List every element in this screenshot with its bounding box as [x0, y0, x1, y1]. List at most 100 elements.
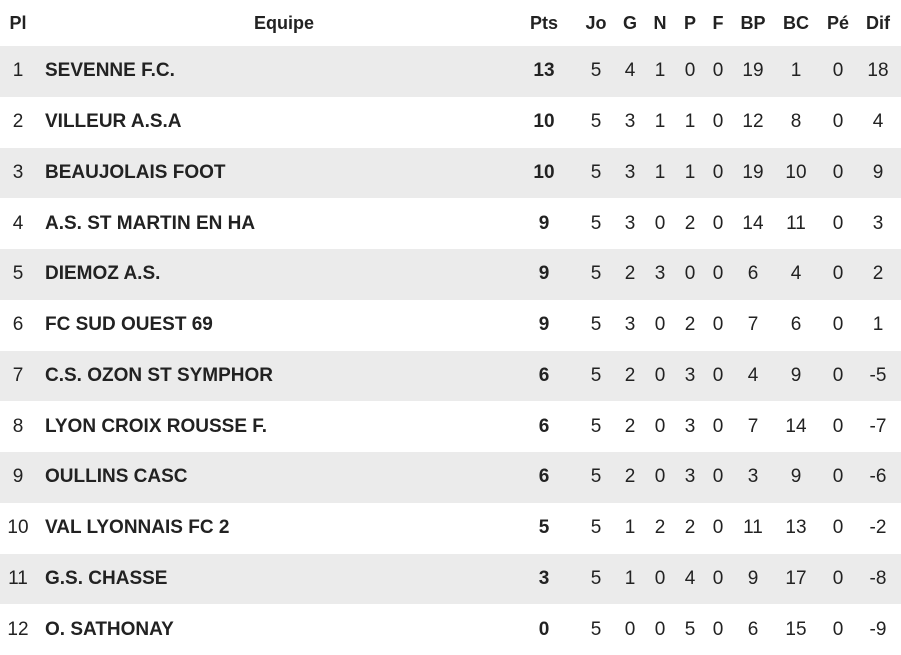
- stat-cell: 8: [790, 111, 802, 133]
- stat-cell: 9: [747, 567, 759, 589]
- team-row: 6 FC SUD OUEST 69 9 5 3 0 2 0 7 6 0 1: [0, 300, 901, 351]
- stat-cell: 4: [624, 60, 636, 82]
- stat-cell: 2: [624, 466, 636, 488]
- stat-cell: 10: [533, 111, 555, 133]
- stat-cell: 9: [538, 212, 550, 234]
- stat-cell: 0: [654, 415, 666, 437]
- stat-cell: 5: [12, 263, 24, 285]
- column-header: P: [683, 12, 696, 33]
- stat-cell: 9: [538, 314, 550, 336]
- stat-cell: 4: [872, 111, 884, 133]
- stat-cell: 0: [832, 618, 844, 640]
- team-name: BEAUJOLAIS FOOT: [45, 161, 226, 183]
- stat-cell: 11: [786, 212, 806, 234]
- stat-cell: 0: [712, 263, 724, 285]
- stat-cell: 2: [624, 263, 636, 285]
- stat-cell: 1: [12, 60, 24, 82]
- stat-cell: 2: [624, 364, 636, 386]
- stat-cell: 0: [832, 60, 844, 82]
- column-header: Pl: [9, 12, 27, 33]
- team-name: G.S. CHASSE: [45, 567, 168, 589]
- column-header: Equipe: [253, 12, 314, 33]
- stat-cell: 5: [590, 364, 602, 386]
- stat-cell: 2: [684, 314, 696, 336]
- stat-cell: 2: [624, 415, 636, 437]
- stat-cell: 5: [590, 60, 602, 82]
- stat-cell: -2: [869, 517, 887, 539]
- team-row: 1 SEVENNE F.C. 13 5 4 1 0 0 19 1 0 18: [0, 46, 901, 97]
- stat-cell: 0: [654, 212, 666, 234]
- stat-cell: 3: [684, 364, 696, 386]
- stat-cell: 8: [12, 415, 24, 437]
- team-row: 10 VAL LYONNAIS FC 2 5 5 1 2 2 0 11 13 0 -2: [0, 503, 901, 554]
- team-row: 3 BEAUJOLAIS FOOT 10 5 3 1 1 0 19 10 0 9: [0, 147, 901, 199]
- stat-cell: 0: [832, 212, 844, 234]
- stat-cell: -5: [869, 364, 887, 386]
- stat-cell: 0: [832, 567, 844, 589]
- column-header: Pts: [529, 12, 558, 33]
- stat-cell: 0: [712, 415, 724, 437]
- team-row: 9 OULLINS CASC 6 5 2 0 3 0 3 9 0 -6: [0, 452, 901, 503]
- team-name: O. SATHONAY: [45, 618, 174, 640]
- team-row: 12 O. SATHONAY 0 5 0 0 5 0 6 15 0 -9: [0, 604, 901, 655]
- stat-cell: 2: [684, 517, 696, 539]
- stat-cell: 5: [590, 415, 602, 437]
- stat-cell: 3: [538, 567, 550, 589]
- stat-cell: 12: [742, 111, 764, 133]
- stat-cell: 6: [790, 314, 802, 336]
- stat-cell: 1: [684, 111, 696, 133]
- stat-cell: -9: [869, 618, 887, 640]
- team-row: 5 DIEMOZ A.S. 9 5 2 3 0 0 6 4 0 2: [0, 249, 901, 300]
- stat-cell: 6: [538, 466, 550, 488]
- stat-cell: 11: [8, 567, 28, 589]
- stat-cell: 3: [12, 161, 24, 183]
- stat-cell: 3: [624, 314, 636, 336]
- team-row: 4 A.S. ST MARTIN EN HA 9 5 3 0 2 0 14 11 0 3: [0, 198, 901, 249]
- stat-cell: 0: [832, 161, 844, 183]
- stat-cell: 13: [785, 517, 807, 539]
- stat-cell: 3: [624, 111, 636, 133]
- stat-cell: 14: [742, 212, 764, 234]
- stat-cell: 0: [832, 111, 844, 133]
- stat-cell: 4: [12, 212, 24, 234]
- team-row: 7 C.S. OZON ST SYMPHOR 6 5 2 0 3 0 4 9 0 -5: [0, 350, 901, 402]
- stat-cell: 0: [654, 618, 666, 640]
- stat-cell: 0: [654, 466, 666, 488]
- team-name: C.S. OZON ST SYMPHOR: [45, 364, 274, 386]
- team-name: A.S. ST MARTIN EN HA: [45, 212, 256, 234]
- stat-cell: 3: [624, 161, 636, 183]
- stat-cell: -8: [869, 567, 887, 589]
- stat-cell: 0: [712, 60, 724, 82]
- stat-cell: 0: [712, 314, 724, 336]
- stat-cell: 19: [742, 60, 764, 82]
- stat-cell: 15: [785, 618, 807, 640]
- stat-cell: 14: [785, 415, 807, 437]
- team-name: DIEMOZ A.S.: [45, 263, 161, 285]
- column-header: Dif: [866, 12, 890, 33]
- stat-cell: 0: [624, 618, 636, 640]
- stat-cell: 9: [12, 466, 24, 488]
- stat-cell: 7: [747, 415, 759, 437]
- team-name: SEVENNE F.C.: [45, 60, 175, 82]
- stat-cell: 19: [742, 161, 764, 183]
- stat-cell: 1: [654, 60, 666, 82]
- stat-cell: 6: [538, 415, 550, 437]
- stat-cell: 1: [624, 517, 636, 539]
- stat-cell: 11: [743, 517, 763, 539]
- team-name: LYON CROIX ROUSSE F.: [45, 415, 268, 437]
- stat-cell: 3: [747, 466, 759, 488]
- stat-cell: -6: [869, 466, 887, 488]
- column-header: Jo: [585, 12, 607, 33]
- team-row: 8 LYON CROIX ROUSSE F. 6 5 2 0 3 0 7 14 0 -7: [0, 401, 901, 452]
- stat-cell: 0: [712, 567, 724, 589]
- team-row: 2 VILLEUR A.S.A 10 5 3 1 1 0 12 8 0 4: [0, 97, 901, 148]
- stat-cell: 0: [684, 263, 696, 285]
- stat-cell: 0: [832, 517, 844, 539]
- team-name: VAL LYONNAIS FC 2: [45, 517, 230, 539]
- stat-cell: 0: [712, 364, 724, 386]
- stat-cell: 17: [785, 567, 807, 589]
- stat-cell: 13: [533, 60, 555, 82]
- stat-cell: 4: [747, 364, 759, 386]
- stat-cell: 3: [872, 212, 884, 234]
